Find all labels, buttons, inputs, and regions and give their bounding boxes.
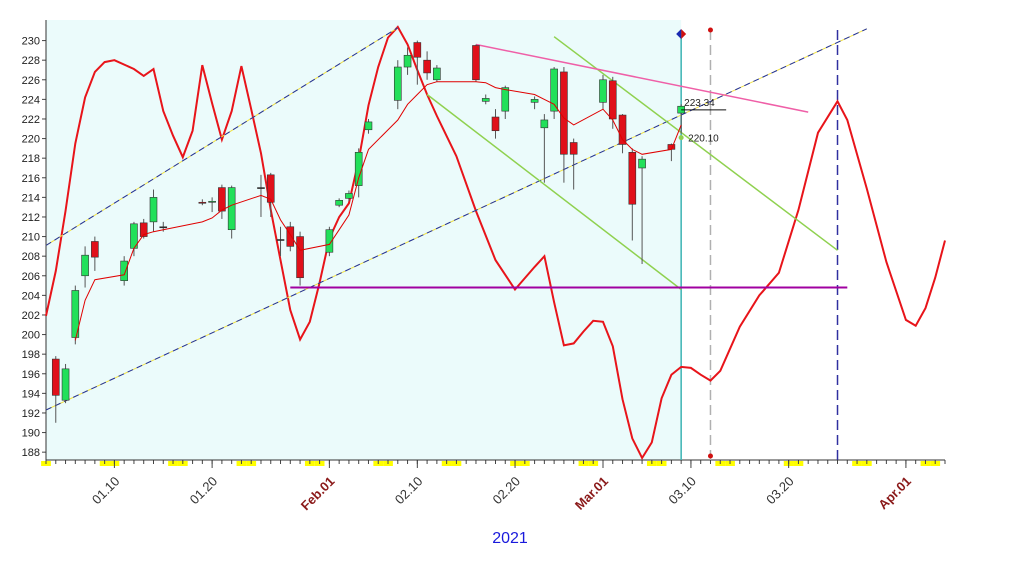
x-tick-label: 03.20 — [763, 474, 797, 508]
channel-line — [45, 28, 868, 411]
y-tick-label: 226 — [22, 75, 40, 87]
diamond-marker — [676, 29, 682, 39]
overlay-line — [45, 25, 946, 461]
y-tick-label: 222 — [22, 114, 40, 126]
candle-body — [472, 45, 480, 81]
candle-body — [257, 187, 265, 189]
y-tick-label: 206 — [22, 271, 40, 283]
candle-body — [286, 226, 295, 247]
candle-body — [71, 290, 80, 338]
y-tick-label: 198 — [22, 349, 40, 361]
dot-marker — [707, 453, 713, 459]
y-tick-label: 228 — [22, 55, 40, 67]
y-tick-label: 224 — [22, 94, 40, 106]
y-tick-label: 230 — [22, 36, 40, 48]
y-tick-label: 202 — [22, 310, 40, 322]
y-tick-label: 218 — [22, 153, 40, 165]
y-tick-label: 216 — [22, 173, 40, 185]
x-tick-label: Feb.01 — [298, 474, 338, 514]
x-tick-label: 02.10 — [392, 474, 426, 508]
diamond-marker — [681, 29, 687, 39]
candle-body — [149, 197, 158, 223]
overlay-line — [553, 36, 838, 251]
candle-body — [560, 71, 568, 155]
candle-body — [120, 260, 128, 281]
candle-body — [481, 98, 490, 102]
candle-body — [354, 151, 363, 186]
x-tick-label: 02.20 — [490, 474, 524, 508]
candle-body — [266, 174, 275, 203]
y-tick-label: 200 — [22, 330, 40, 342]
dot-marker — [707, 27, 713, 33]
candle-body — [345, 193, 353, 199]
y-tick-label: 212 — [22, 212, 40, 224]
moving-average — [74, 81, 682, 341]
x-tick-label: 01.10 — [89, 474, 123, 508]
plot-shade — [46, 20, 682, 460]
candle-body — [61, 368, 70, 401]
x-tick-label: 01.20 — [187, 474, 221, 508]
candle-body — [227, 187, 236, 231]
candle-body — [139, 222, 148, 237]
candle-body — [296, 236, 304, 279]
y-tick-label: 208 — [22, 251, 40, 263]
candle-body — [599, 79, 607, 103]
channel-line — [45, 27, 399, 246]
x-axis-label: 2021 — [492, 530, 528, 547]
candle-body — [413, 42, 422, 58]
y-tick-label: 214 — [22, 192, 40, 204]
candle-body — [325, 229, 334, 253]
x-tick-label: Apr.01 — [875, 474, 914, 513]
candle-body — [159, 226, 168, 229]
candle-body — [218, 187, 226, 212]
candle-body — [81, 254, 89, 277]
overlay-line — [426, 93, 682, 291]
candle-body — [198, 201, 207, 204]
candle-body — [608, 80, 617, 120]
y-tick-label: 192 — [22, 408, 40, 420]
y-tick-label: 194 — [22, 388, 40, 400]
candle-body — [618, 114, 627, 145]
price-marker — [678, 135, 684, 141]
candle-body — [501, 87, 510, 112]
candle-body — [276, 239, 285, 241]
candle-body — [364, 121, 373, 131]
candle-body — [335, 200, 343, 206]
candle-body — [638, 158, 646, 169]
y-tick-label: 196 — [22, 369, 40, 381]
candle-body — [433, 67, 441, 81]
candle-body — [423, 59, 431, 74]
y-tick-label: 190 — [22, 428, 40, 440]
candle-body — [403, 54, 412, 68]
candle-body — [51, 358, 60, 396]
overlay-line — [475, 43, 809, 113]
x-tick-label: 03.10 — [665, 474, 699, 508]
candle-body — [91, 241, 99, 258]
candle-body — [530, 99, 539, 103]
candle-body — [628, 151, 637, 205]
y-tick-label: 188 — [22, 447, 40, 459]
y-tick-label: 220 — [22, 134, 40, 146]
annotation-label: 220.10 — [688, 134, 719, 145]
annotation-label: 223.34 — [684, 98, 715, 109]
candle-body — [569, 142, 578, 155]
y-tick-label: 204 — [22, 290, 40, 302]
candle-body — [393, 66, 402, 101]
x-tick-label: Mar.01 — [572, 474, 611, 513]
candle-body — [550, 68, 558, 112]
y-tick-label: 210 — [22, 232, 40, 244]
candle-body — [208, 200, 216, 203]
candle-body — [491, 116, 500, 132]
candle-body — [540, 119, 549, 129]
